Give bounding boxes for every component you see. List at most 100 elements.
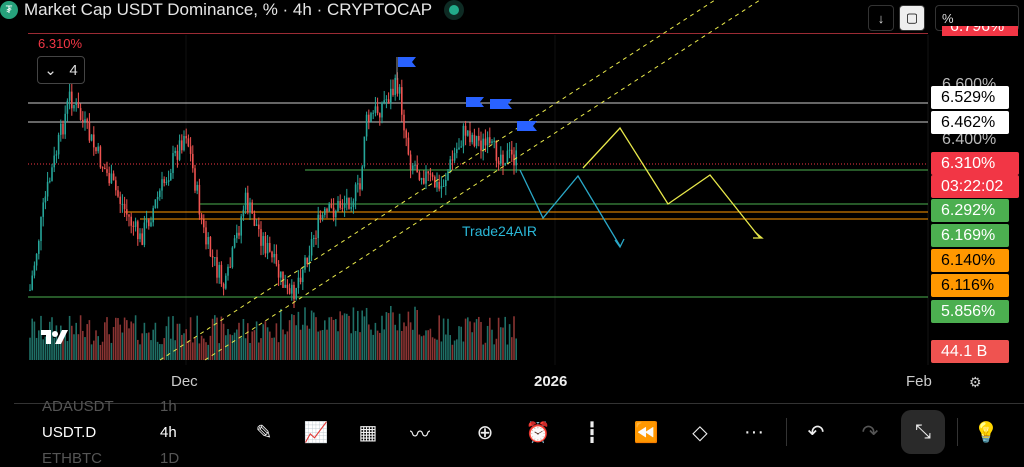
candle <box>227 266 229 276</box>
candle <box>40 216 42 241</box>
volume-bar <box>286 331 289 360</box>
volume-bar <box>145 333 148 360</box>
compare-icon[interactable]: 〰 <box>410 423 430 446</box>
volume-bar <box>64 331 66 360</box>
candle <box>86 119 88 122</box>
auto-scale-button[interactable]: ▢ <box>899 5 925 31</box>
candle <box>423 178 425 184</box>
volume-bar <box>497 317 500 360</box>
volume-bar <box>306 325 308 360</box>
volume-bar <box>431 337 434 360</box>
annotation-text[interactable]: Trade24AIR <box>462 223 537 239</box>
volume-bar <box>458 326 460 360</box>
candle <box>330 203 333 208</box>
divider <box>957 418 958 446</box>
volume-bar <box>489 317 491 360</box>
candle <box>409 154 412 170</box>
volume-bar <box>266 327 269 360</box>
chart-title[interactable]: ₮ Market Cap USDT Dominance, % · 4h · CR… <box>0 0 1024 20</box>
price-axis-label: 6.462% <box>931 111 1009 134</box>
scroll-to-latest-button[interactable]: ↓ <box>868 5 894 31</box>
volume-bar <box>491 329 493 360</box>
candle <box>75 102 77 105</box>
candle <box>464 125 467 136</box>
volume-bar <box>33 321 36 360</box>
volume-bar <box>310 310 313 360</box>
candle <box>209 237 212 257</box>
volume-bar <box>449 335 451 360</box>
volume-bar <box>398 313 401 360</box>
market-status-icon[interactable] <box>444 0 465 20</box>
volume-bar <box>205 342 207 360</box>
candle <box>126 209 128 215</box>
volume-bar <box>291 314 293 360</box>
candle <box>207 237 209 245</box>
volume-bar <box>150 340 152 360</box>
price-axis-label: 5.856% <box>931 300 1009 323</box>
drawing-pencil-icon[interactable]: ✎ <box>255 421 273 444</box>
volume-bar <box>101 341 104 360</box>
redo-icon[interactable]: ↷ <box>861 421 879 444</box>
candle <box>150 222 152 227</box>
layout-grid-icon[interactable]: ▦ <box>358 421 378 444</box>
volume-bar <box>249 342 251 360</box>
exit-fullscreen-icon[interactable]: ⤡ <box>901 410 945 454</box>
volume-bar <box>473 322 476 360</box>
candle <box>491 141 493 143</box>
volume-bar <box>264 321 267 360</box>
volume-bar <box>130 321 132 360</box>
watchlist-item-active[interactable]: USDT.D 4h <box>42 424 177 441</box>
layers-icon[interactable]: ◇ <box>692 421 708 444</box>
indicators-icon[interactable]: 📈 <box>303 421 329 444</box>
volume-bar <box>337 331 339 360</box>
candle <box>337 200 339 212</box>
chart-settings-icon[interactable]: ⚙ <box>969 374 982 390</box>
volume-bar <box>275 323 278 360</box>
more-icon[interactable]: ··· <box>744 420 764 443</box>
volume-bar <box>326 329 328 360</box>
candle <box>352 201 355 208</box>
volume-bar <box>244 338 247 360</box>
volume-bar <box>161 344 163 360</box>
candle <box>231 247 234 268</box>
volume-bar <box>401 330 403 360</box>
candles <box>29 72 517 360</box>
volume-bar <box>332 319 335 360</box>
candle <box>418 172 421 180</box>
volume-bar <box>339 311 341 360</box>
candle <box>205 227 207 245</box>
channel-line <box>204 0 761 361</box>
candle <box>154 199 157 209</box>
ideas-lightbulb-icon[interactable]: 💡 <box>973 421 999 444</box>
candle-type-icon[interactable]: ┇ <box>585 421 599 444</box>
price-axis-label: 6.140% <box>931 249 1009 272</box>
price-axis-label: 03:22:02 <box>931 175 1019 198</box>
volume-bar <box>335 319 337 360</box>
candle <box>348 197 350 209</box>
candle <box>216 257 218 278</box>
volume-bar <box>412 329 414 360</box>
replay-icon[interactable]: ⏪ <box>633 421 659 444</box>
watchlist-item[interactable]: ADAUSDT 1h <box>42 398 177 415</box>
add-icon[interactable]: ⊕ <box>476 421 494 444</box>
volume-bar <box>84 337 86 360</box>
candle <box>440 186 443 189</box>
candle <box>387 99 390 103</box>
indicator-collapse-button[interactable]: ⌄ 4 <box>37 56 85 84</box>
volume-bar <box>236 329 238 360</box>
volume-bar <box>445 334 447 360</box>
volume-bar <box>68 315 71 360</box>
undo-icon[interactable]: ↶ <box>807 421 825 444</box>
volume-bar <box>324 320 326 360</box>
volume-bar <box>357 310 359 360</box>
candle <box>370 113 372 122</box>
volume-bar <box>262 324 264 360</box>
chart-canvas[interactable] <box>0 0 1024 400</box>
alert-clock-icon[interactable]: ⏰ <box>525 421 551 444</box>
projection-path-blue <box>519 169 621 247</box>
volume-bar <box>385 312 388 360</box>
candle <box>335 211 337 218</box>
candle <box>508 149 511 151</box>
volume-bar <box>341 315 344 360</box>
candle <box>390 88 392 103</box>
